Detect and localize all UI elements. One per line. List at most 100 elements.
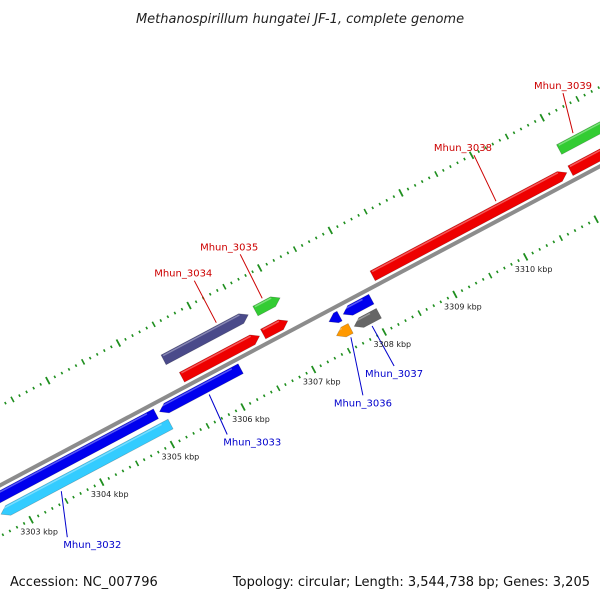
axis-labels: 3303 kbp 3304 kbp 3305 kbp 3306 kbp 3307 kbp… (20, 265, 552, 537)
minor-tick-mark (80, 358, 86, 365)
minor-tick-mark (575, 95, 580, 102)
gene-arrow[interactable] (556, 111, 600, 155)
gene-arrow[interactable] (353, 307, 382, 328)
minor-tick-mark (194, 300, 198, 304)
minor-tick-mark (558, 235, 564, 242)
minor-tick-mark (566, 232, 570, 236)
minor-tick-mark (269, 390, 273, 394)
minor-tick-mark (262, 394, 266, 398)
gene-label[interactable]: Mhun_3037 (365, 369, 423, 380)
minor-tick-mark (336, 225, 339, 229)
minor-tick-mark (350, 217, 353, 221)
minor-tick-mark (390, 326, 393, 330)
gene-arrow[interactable] (160, 313, 249, 366)
minor-tick-mark (488, 272, 493, 279)
minor-tick-mark (60, 371, 64, 375)
minor-tick-mark (363, 208, 368, 215)
minor-tick-mark (67, 367, 71, 371)
minor-tick-mark (533, 119, 537, 123)
minor-tick-mark (357, 213, 360, 217)
minor-tick-mark (39, 382, 43, 386)
major-tick-mark (311, 365, 317, 374)
minor-tick-mark (159, 319, 163, 323)
gene-arrow[interactable] (328, 310, 343, 324)
gene-arrow[interactable] (342, 293, 375, 316)
minor-tick-mark (86, 488, 89, 492)
minor-tick-mark (326, 360, 330, 364)
minor-tick-mark (180, 307, 184, 311)
gene-label-leader (193, 280, 217, 323)
gene-label[interactable]: Mhun_3038 (434, 143, 492, 154)
accession-text: Accession: NC_007796 (10, 575, 158, 590)
gene-label[interactable]: Mhun_3036 (334, 398, 392, 409)
minor-tick-mark (307, 240, 311, 244)
minor-tick-mark (74, 364, 78, 368)
minor-tick-mark (163, 446, 167, 450)
gene-arrow[interactable] (369, 171, 568, 282)
minor-tick-mark (93, 484, 97, 488)
gene-highlight (162, 314, 240, 357)
gene-label[interactable]: Mhun_3034 (154, 269, 212, 280)
minor-tick-mark (569, 101, 572, 105)
gene-label[interactable]: Mhun_3032 (63, 540, 121, 551)
minor-tick-mark (64, 497, 69, 504)
minor-tick-mark (10, 396, 15, 403)
gene-arrow[interactable] (0, 408, 159, 509)
gene-arrow[interactable] (178, 334, 261, 383)
minor-tick-mark (491, 142, 495, 146)
minor-tick-mark (597, 86, 600, 90)
minor-tick-mark (185, 435, 188, 439)
minor-tick-mark (36, 514, 40, 518)
minor-tick-mark (208, 292, 212, 296)
minor-tick-mark (255, 398, 259, 402)
minor-tick-mark (121, 469, 125, 473)
minor-tick-mark (265, 262, 269, 266)
minor-tick-mark (354, 345, 358, 349)
gene-arrow[interactable] (159, 363, 244, 414)
minor-tick-mark (292, 246, 298, 253)
gene-arrow[interactable] (260, 319, 289, 340)
minor-tick-mark (481, 277, 485, 281)
gene-label[interactable]: Mhun_3039 (534, 81, 592, 92)
minor-tick-mark (199, 428, 202, 432)
axis-tick-label: 3306 kbp (232, 415, 270, 424)
gene-arrow[interactable] (0, 418, 174, 516)
gene-arrow[interactable] (567, 132, 600, 177)
minor-tick-mark (298, 375, 301, 379)
minor-tick-mark (411, 315, 414, 319)
minor-tick-mark (284, 383, 287, 387)
gene-label[interactable]: Mhun_3035 (200, 242, 258, 253)
gene-labels: Mhun_3032 Mhun_3033 Mhun_3034 Mhun_3035 Mhun… (60, 81, 592, 551)
minor-tick-mark (441, 168, 445, 172)
minor-tick-mark (583, 93, 586, 97)
major-tick-mark (28, 515, 34, 524)
minor-tick-mark (417, 310, 422, 317)
gene-arrow[interactable] (336, 323, 354, 338)
gene-highlight (569, 149, 600, 168)
minor-tick-mark (234, 409, 238, 413)
minor-tick-mark (53, 375, 57, 379)
minor-tick-mark (220, 416, 224, 420)
axis-tick-label: 3308 kbp (373, 340, 411, 349)
gene-label-leader (208, 394, 228, 435)
minor-tick-mark (333, 356, 337, 360)
minor-tick-mark (446, 296, 450, 300)
minor-tick-mark (517, 259, 520, 263)
minor-tick-mark (434, 171, 439, 178)
minor-tick-mark (156, 450, 160, 454)
minor-tick-mark (319, 364, 323, 368)
minor-tick-mark (79, 491, 82, 495)
axis-tick-label: 3304 kbp (91, 490, 129, 499)
minor-tick-mark (192, 431, 195, 435)
minor-tick-mark (131, 334, 134, 338)
genome-backbone (0, 164, 600, 488)
tick-rings (1, 86, 600, 537)
minor-tick-mark (456, 161, 459, 165)
minor-tick-mark (102, 349, 106, 353)
gene-arrow[interactable] (252, 296, 281, 317)
minor-tick-mark (230, 281, 233, 285)
gene-label[interactable]: Mhun_3033 (223, 438, 281, 449)
minor-tick-mark (538, 247, 542, 251)
major-tick-mark (115, 339, 122, 348)
gene-label-leader (239, 254, 263, 299)
